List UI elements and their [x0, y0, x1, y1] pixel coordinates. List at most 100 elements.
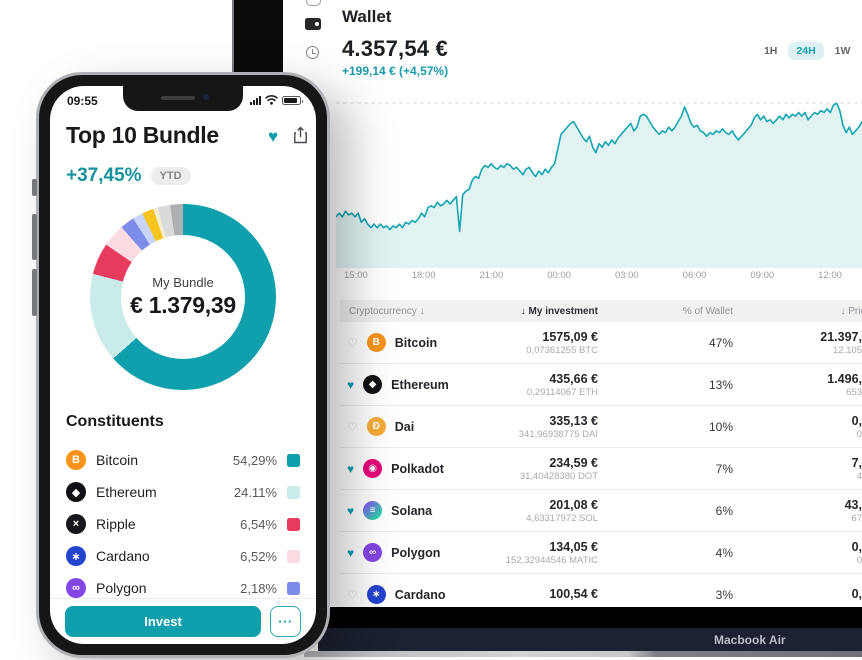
- macbook-screen: Wallet 4.357,54 € +199,14 € (+4,57%) 1H …: [283, 0, 862, 607]
- table-row[interactable]: ♥ ◆ Ethereum 435,66 €0,29114067 ETH 13% …: [340, 364, 862, 406]
- x-tick: 06:00: [682, 270, 707, 281]
- constituent-pct: 54,29%: [232, 452, 277, 468]
- constituent-pct: 6,52%: [240, 548, 277, 564]
- iphone-screen: 09:55 Top 10 Bundle ♥ +37,45% YTD: [50, 86, 316, 644]
- status-icons: [250, 95, 303, 105]
- x-tick: 00:00: [547, 270, 571, 281]
- constituents-heading: Constituents: [66, 413, 164, 430]
- investment-sub: 152,32944546 MATIC: [505, 554, 598, 566]
- price-sub: 0: [856, 428, 862, 440]
- table-row[interactable]: ♡ Ð Dai 335,13 €341,96938775 DAI 10% 0, 0: [340, 406, 862, 448]
- wallet-pct: 13%: [708, 377, 733, 392]
- polygon-icon: ∞: [66, 578, 86, 598]
- wallet-pct: 4%: [715, 545, 733, 560]
- wallet-page: Wallet 4.357,54 € +199,14 € (+4,57%) 1H …: [335, 0, 862, 607]
- price-value: 43,: [844, 497, 862, 512]
- investment-sub: 0,29114067 ETH: [526, 386, 598, 398]
- wifi-icon: [265, 95, 278, 105]
- wallet-change: +199,14 € (+4,57%): [342, 64, 449, 78]
- performance-row: +37,45% YTD: [66, 165, 191, 187]
- investment-value: 435,66 €: [549, 371, 598, 386]
- x-tick: 03:00: [614, 270, 639, 281]
- ethereum-icon: ◆: [66, 482, 86, 502]
- color-swatch: [287, 581, 300, 595]
- ripple-icon: ×: [66, 514, 86, 534]
- color-swatch: [287, 485, 300, 499]
- table-row[interactable]: ♡ ∗ Cardano 100,54 € 3% 0,: [340, 574, 862, 607]
- favorite-heart-icon[interactable]: ♡: [347, 419, 358, 434]
- camera-dot: [203, 94, 209, 100]
- favorite-heart-icon[interactable]: ♥: [347, 503, 355, 518]
- favorite-heart-icon[interactable]: ♥: [347, 545, 355, 560]
- color-swatch: [287, 453, 300, 467]
- cardano-icon: ∗: [66, 546, 86, 566]
- volume-up-button: [32, 214, 37, 260]
- more-options-button[interactable]: ···: [270, 606, 301, 637]
- wallet-balance: 4.357,54 €: [342, 36, 448, 61]
- table-row[interactable]: ♥ ≡ Solana 201,08 €4,63317972 SOL 6% 43,…: [340, 490, 862, 532]
- macbook-base: [304, 651, 862, 657]
- donut-chart: My Bundle € 1.379,39: [90, 204, 276, 390]
- share-icon[interactable]: [293, 126, 308, 149]
- timeframe-1w[interactable]: 1W: [834, 45, 851, 57]
- phone-footer: Invest ···: [50, 598, 316, 644]
- coin-name: Ethereum: [391, 377, 449, 392]
- donut-center-value: € 1.379,39: [130, 292, 236, 318]
- price-sub: 653: [846, 386, 862, 398]
- chart-x-axis: 15:00 18:00 21:00 00:00 03:00 06:00 09:0…: [336, 270, 858, 281]
- price-value: 0,: [851, 587, 862, 601]
- speaker-slit: [161, 96, 195, 100]
- wallet-nav-icon[interactable]: [305, 18, 321, 30]
- coin-name: Bitcoin: [394, 335, 438, 350]
- table-row[interactable]: ♥ ∞ Polygon 134,05 €152,32944546 MATIC 4…: [340, 532, 862, 574]
- x-tick: 15:00: [344, 270, 368, 281]
- wallet-pct: 7%: [715, 461, 733, 476]
- header-my-investment[interactable]: ↓ My investment: [520, 305, 598, 317]
- wallet-pct: 10%: [708, 419, 733, 434]
- x-tick: 21:00: [479, 270, 504, 281]
- investment-value: 234,59 €: [549, 455, 598, 470]
- favorite-heart-icon[interactable]: ♡: [347, 335, 358, 350]
- header-pct-of-wallet[interactable]: % of Wallet: [682, 305, 733, 317]
- price-value: 0,: [851, 413, 862, 428]
- list-item[interactable]: ◆ Ethereum 24.11%: [66, 476, 300, 508]
- coin-name: Dai: [394, 419, 415, 434]
- coin-name: Polygon: [391, 545, 441, 560]
- list-item[interactable]: B Bitcoin 54,29%: [66, 444, 300, 476]
- timeframe-24h[interactable]: 24H: [788, 42, 824, 60]
- header-cryptocurrency[interactable]: Cryptocurrency ↓: [349, 305, 425, 317]
- constituent-name: Bitcoin: [96, 452, 139, 468]
- volume-down-button: [32, 269, 37, 316]
- favorite-heart-icon[interactable]: ♥: [347, 461, 355, 476]
- timeframe-1h[interactable]: 1H: [763, 45, 778, 57]
- header-price[interactable]: ↓ Price: [840, 305, 862, 317]
- color-swatch: [287, 517, 300, 531]
- battery-icon: [282, 96, 303, 105]
- mute-switch: [32, 179, 37, 196]
- chart-line: [335, 102, 862, 233]
- ethereum-icon: ◆: [363, 375, 383, 394]
- constituent-name: Cardano: [96, 548, 150, 564]
- list-item[interactable]: × Ripple 6,54%: [66, 508, 300, 540]
- favorite-heart-icon[interactable]: ♥: [268, 127, 279, 146]
- investment-sub: 4,63317972 SOL: [526, 512, 598, 524]
- list-item[interactable]: ∞ Polygon 2,18%: [66, 572, 300, 604]
- table-row[interactable]: ♡ B Bitcoin 1575,09 €0,07361255 BTC 47% …: [340, 322, 862, 364]
- favorite-heart-icon[interactable]: ♥: [347, 377, 355, 392]
- cash-nav-icon[interactable]: [306, 0, 321, 6]
- invest-button[interactable]: Invest: [65, 606, 261, 637]
- wallet-area-chart: [335, 85, 862, 268]
- x-tick: 18:00: [411, 270, 436, 281]
- cardano-icon: ∗: [366, 585, 386, 604]
- constituent-pct: 24.11%: [233, 484, 277, 500]
- constituent-name: Ethereum: [96, 484, 157, 500]
- macbook-label: Macbook Air: [714, 633, 786, 647]
- table-row[interactable]: ♥ ◉ Polkadot 234,59 €31,40428380 DOT 7% …: [340, 448, 862, 490]
- investment-sub: 31,40428380 DOT: [519, 470, 598, 482]
- favorite-heart-icon[interactable]: ♡: [347, 587, 358, 602]
- bitcoin-icon: B: [366, 333, 386, 352]
- list-item[interactable]: ∗ Cardano 6,52%: [66, 540, 300, 572]
- constituent-pct: 2,18%: [240, 580, 277, 596]
- history-nav-icon[interactable]: [306, 46, 319, 59]
- polkadot-icon: ◉: [363, 459, 383, 478]
